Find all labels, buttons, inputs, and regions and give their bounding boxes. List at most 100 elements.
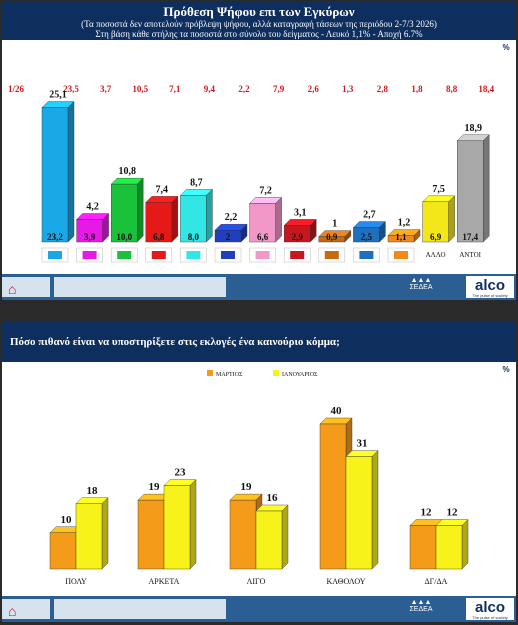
party-logo-mark-icon — [48, 251, 62, 259]
party-logo-mark-icon — [255, 251, 270, 259]
top-row-label: 23,5 — [63, 84, 79, 94]
base-label: 8,0 — [188, 232, 200, 242]
chart1-title: Πρόθεση Ψήφου επι των Εγκύρων — [163, 4, 355, 19]
base-label: 17,4 — [462, 232, 478, 242]
bar-0-1-side — [101, 497, 109, 570]
legend-label: ΙΑΝΟΥΑΡΙΟΣ — [282, 372, 318, 378]
alco-logo: alco The pulse of society — [466, 598, 514, 620]
chart2-footer: ⌂ ▲▲▲ ΣΕΔΕΑ alco The pulse of society — [2, 596, 516, 622]
base-label: 23,2 — [47, 232, 63, 242]
party-logo-mark-icon — [359, 251, 374, 259]
bar-11-side — [448, 195, 455, 243]
alco-logo: alco The pulse of society — [466, 276, 514, 298]
bar-2-0 — [229, 499, 257, 570]
bar-12 — [457, 140, 484, 243]
chart1-plot: 1/26 23,5 3,7 10,5 7,1 9,4 2,2 7,9 2,6 1,3 2,8 1,8 8… — [8, 84, 495, 263]
category-label: ΑΛΛΟ — [426, 251, 446, 259]
bar-4 — [180, 195, 207, 243]
top-row-label: 1,3 — [342, 84, 354, 94]
bar-3-side — [171, 195, 179, 243]
top-row-label: 2,8 — [377, 84, 389, 94]
category-label: ΔΓ/ΔΑ — [425, 577, 448, 586]
bar-3-1-side — [371, 450, 379, 570]
legend-swatch — [207, 370, 213, 376]
value-label: 1 — [332, 219, 337, 230]
base-label: 6,6 — [257, 232, 269, 242]
value-label: 40 — [331, 405, 343, 417]
sedea-people-icon: ▲▲▲ — [410, 277, 432, 284]
base-label: 3,9 — [84, 232, 96, 242]
value-label: 7,2 — [259, 185, 272, 196]
value-label: 25,1 — [49, 90, 67, 101]
footer-tab: ⌂ — [2, 599, 50, 619]
chart1-footer: ⌂ ▲▲▲ ΣΕΔΕΑ alco The pulse of society — [2, 274, 516, 300]
bar-3-0 — [319, 423, 347, 570]
sedea-logo: ▲▲▲ ΣΕΔΕΑ — [404, 599, 438, 621]
bar-6 — [249, 203, 276, 243]
bar-4-side — [206, 188, 213, 243]
footer-tab — [54, 277, 226, 297]
bar-2 — [110, 183, 138, 243]
party-logo-mark-icon — [186, 251, 201, 259]
category-label: ΛΙΓΟ — [247, 577, 266, 586]
party-logo-mark-icon — [324, 251, 339, 259]
top-row-label: 10,5 — [132, 84, 148, 94]
bar-9 — [353, 227, 380, 243]
party-logo-mark-icon — [117, 251, 132, 259]
top-row-label: 8,8 — [446, 84, 458, 94]
bar-7 — [284, 225, 311, 243]
top-row-label: 7,9 — [273, 84, 285, 94]
value-label: 19 — [149, 481, 161, 493]
value-label: 18,9 — [464, 123, 482, 134]
base-label: 1,1 — [395, 232, 407, 242]
chart2-plot: ΜΑΡΤΙΟΣ ΙΑΝΟΥΑΡΙΟΣ 10 18 ΠΟΛΥ 19 23 ΑΡΚΕΤΑ 19 16 Λ… — [49, 370, 469, 586]
party-logo-mark-icon — [290, 251, 305, 259]
base-label: 2 — [226, 232, 231, 242]
bar-4-0 — [409, 525, 437, 570]
new-party-panel: Πόσο πιθανό είναι να υποστηρίξετε στις ε… — [2, 322, 516, 622]
footer-tab: ⌂ — [2, 277, 50, 297]
value-label: 3,1 — [294, 207, 307, 218]
top-row-label: 2,2 — [238, 84, 250, 94]
top-row-label: 9,4 — [204, 84, 216, 94]
bar-2-side — [136, 177, 144, 243]
sedea-logo: ▲▲▲ ΣΕΔΕΑ — [404, 277, 438, 299]
base-label: 2,9 — [292, 232, 304, 242]
value-label: 19 — [241, 481, 253, 493]
value-label: 1,2 — [398, 218, 411, 229]
base-label: 6,9 — [430, 232, 442, 242]
bar-0-side — [67, 101, 75, 243]
legend-swatch — [273, 370, 279, 376]
value-label: 8,7 — [190, 177, 203, 188]
chart1-subtitle: (Τα ποσοστά δεν αποτελούν πρόβλεψη ψήφου… — [81, 19, 437, 29]
bar-0 — [41, 107, 69, 243]
bar-11 — [422, 201, 449, 243]
value-label: 2,2 — [225, 212, 238, 223]
bar-1 — [76, 219, 103, 243]
value-label: 12 — [447, 507, 459, 519]
vote-intention-panel: Πρόθεση Ψήφου επι των Εγκύρων (Τα ποσοστ… — [2, 2, 516, 300]
top-row-label: 3,7 — [100, 84, 112, 94]
chart2-header: Πόσο πιθανό είναι να υποστηρίξετε στις ε… — [2, 322, 516, 362]
top-row-label: 2,6 — [308, 84, 320, 94]
legend-label: ΜΑΡΤΙΟΣ — [216, 372, 243, 378]
bar-0-1 — [75, 503, 103, 570]
bar-10 — [387, 235, 415, 243]
top-row-label: 1/26 — [8, 84, 25, 94]
party-logo-mark-icon — [82, 251, 97, 259]
value-label: 4,2 — [86, 202, 99, 213]
party-logo-icon: ⌂ — [8, 603, 17, 619]
party-logo-icon: ⌂ — [8, 281, 17, 297]
bar-2-1 — [255, 510, 283, 570]
value-label: 2,7 — [363, 210, 376, 221]
bar-1-1-side — [189, 479, 197, 570]
bar-4-1-side — [461, 519, 469, 570]
chart2-title: Πόσο πιθανό είναι να υποστηρίξετε στις ε… — [10, 336, 340, 348]
bar-6-side — [275, 196, 282, 243]
value-label: 7,4 — [156, 184, 169, 195]
bar-2-1-side — [281, 504, 289, 570]
value-label: 16 — [267, 492, 279, 504]
bar-1-1 — [163, 485, 191, 570]
party-logo-mark-icon — [394, 251, 408, 259]
chart2-unit-badge: % — [499, 364, 513, 376]
